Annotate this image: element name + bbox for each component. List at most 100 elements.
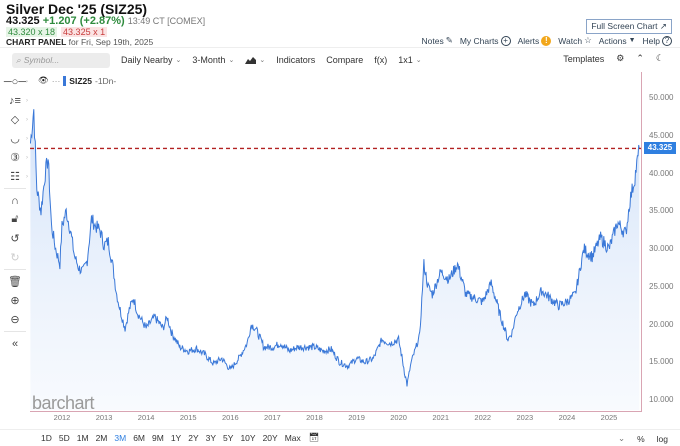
my-charts-link[interactable]: My Charts + bbox=[460, 35, 511, 46]
lock-tool[interactable]: 🔓︎ bbox=[0, 210, 30, 229]
more-dots-icon[interactable]: ··· bbox=[51, 75, 61, 86]
range-button-20y[interactable]: 20Y bbox=[262, 432, 278, 443]
trash-icon: 🗑︎ bbox=[8, 276, 22, 288]
help-label: Help bbox=[642, 35, 660, 46]
header-divider bbox=[0, 47, 680, 48]
period-dropdown[interactable]: 3-Month ⌄ bbox=[192, 55, 234, 65]
bid-value: 43.320 x 18 bbox=[6, 27, 58, 37]
dark-mode-moon-icon[interactable]: ☾ bbox=[655, 53, 664, 63]
symbol-search-input[interactable]: ⌕ Symbol... bbox=[12, 52, 110, 68]
edit-note-icon: ✎ bbox=[445, 35, 453, 45]
range-button-5y[interactable]: 5Y bbox=[223, 432, 234, 443]
y-axis[interactable]: 50.000 45.000 40.000 35.000 30.000 25.000 20.0… bbox=[643, 72, 680, 412]
curve-tool[interactable]: ◡ › bbox=[10, 133, 28, 145]
y-tick-label: 25.000 bbox=[649, 281, 674, 291]
y-tick-label: 10.000 bbox=[649, 395, 674, 404]
search-placeholder: Symbol... bbox=[23, 55, 60, 65]
range-button-3y[interactable]: 3Y bbox=[205, 432, 217, 443]
series-color-swatch bbox=[63, 75, 67, 86]
range-button-10y[interactable]: 10Y bbox=[240, 432, 256, 443]
shapes-tool[interactable]: ◇ › bbox=[10, 114, 28, 126]
panel-title: CHART PANEL bbox=[6, 37, 67, 47]
fx-button[interactable]: f(x) bbox=[374, 55, 388, 65]
indicators-button[interactable]: Indicators bbox=[276, 55, 316, 65]
crosshair-icon: ─○─ bbox=[3, 75, 27, 88]
text-tool[interactable]: ♪≡ › bbox=[9, 94, 28, 107]
actions-menu[interactable]: Actions ▼ bbox=[599, 36, 636, 46]
bid-ask: 43.320 x 18 43.325 x 1 bbox=[6, 27, 108, 37]
collapse-up-icon[interactable]: ⌃ bbox=[636, 53, 644, 63]
alerts-link[interactable]: Alerts ! bbox=[518, 35, 552, 46]
chevron-down-icon: ⌄ bbox=[175, 57, 182, 64]
range-button-3m[interactable]: 3M bbox=[114, 432, 127, 443]
shapes-icon: ◇ bbox=[10, 114, 20, 126]
range-button-2m[interactable]: 2M bbox=[95, 432, 108, 443]
y-tick-label: 35.000 bbox=[649, 206, 674, 216]
zoom-out-button[interactable]: ⊖ bbox=[0, 310, 30, 329]
x-tick-label: 2020 bbox=[390, 413, 407, 422]
plus-circle-icon: + bbox=[500, 35, 511, 46]
lock-icon: 🔓︎ bbox=[11, 213, 19, 225]
chevron-down-icon: ⌄ bbox=[259, 57, 266, 64]
measure-tool[interactable]: ☷ › bbox=[10, 171, 28, 183]
y-tick-label: 50.000 bbox=[649, 93, 674, 102]
help-link[interactable]: Help ? bbox=[642, 35, 672, 46]
contract-dropdown[interactable]: Daily Nearby ⌄ bbox=[121, 55, 181, 65]
magnet-tool[interactable]: ∩ bbox=[0, 191, 30, 210]
range-button-1m[interactable]: 1M bbox=[76, 432, 89, 443]
marker-tool[interactable]: ③ › bbox=[10, 152, 28, 164]
notes-label: Notes bbox=[421, 35, 444, 46]
price-chart[interactable] bbox=[30, 72, 642, 412]
ask-value: 43.325 x 1 bbox=[61, 27, 108, 37]
range-button-9m[interactable]: 9M bbox=[152, 432, 164, 443]
chart-legend[interactable]: 👁︎ ··· SIZ25 -1Dn- bbox=[38, 75, 116, 86]
range-button-5d[interactable]: 5D bbox=[58, 432, 70, 443]
templates-button[interactable]: Templates bbox=[563, 53, 605, 64]
range-button-max[interactable]: Max bbox=[284, 432, 301, 443]
percent-toggle[interactable]: % bbox=[637, 433, 645, 444]
watch-link[interactable]: Watch ☆ bbox=[558, 35, 591, 46]
alert-icon: ! bbox=[541, 35, 552, 46]
collapse-toolbar-button[interactable]: « bbox=[0, 334, 30, 353]
numbered-marker-icon: ③ bbox=[10, 152, 20, 164]
expand-down-icon[interactable]: ⌄ bbox=[617, 433, 626, 443]
drawing-toolbar: ─○─ › ♪≡ › ◇ › ◡ › ③ › ☷ › ∩ 🔓︎ ↺ ↻ 🗑︎ ⊕ ⊖ « bbox=[0, 72, 30, 353]
log-toggle[interactable]: log bbox=[656, 433, 668, 444]
legend-suffix: -1Dn- bbox=[94, 75, 117, 86]
x-tick-label: 2012 bbox=[53, 413, 71, 422]
zoom-in-button[interactable]: ⊕ bbox=[0, 291, 30, 310]
compare-button[interactable]: Compare bbox=[326, 55, 364, 65]
quote-line: 43.325 +1.207 (+2.87%) 13:49 CT [COMEX] bbox=[6, 15, 205, 27]
zoom-out-icon: ⊖ bbox=[10, 314, 20, 326]
range-bar: 1D 5D 1M 2M 3M 6M 9M 1Y 2Y 3Y 5Y 10Y 20Y Max 📅︎ ⌄ % l… bbox=[0, 429, 680, 445]
layout-dropdown[interactable]: 1x1 ⌄ bbox=[398, 55, 421, 65]
star-icon: ☆ bbox=[584, 35, 592, 45]
delete-drawings-button[interactable]: 🗑︎ bbox=[0, 272, 30, 291]
settings-gear-icon[interactable]: ⚙ bbox=[616, 53, 625, 63]
undo-icon: ↺ bbox=[10, 233, 20, 245]
redo-button[interactable]: ↻ bbox=[0, 248, 30, 267]
crosshair-tool[interactable]: ─○─ › bbox=[3, 75, 28, 88]
full-screen-label: Full Screen Chart bbox=[591, 21, 658, 31]
contract-label: Daily Nearby bbox=[121, 55, 173, 65]
collapse-icon: « bbox=[11, 337, 19, 350]
range-button-1y[interactable]: 1Y bbox=[170, 432, 182, 443]
x-tick-label: 2023 bbox=[516, 413, 534, 422]
full-screen-chart-button[interactable]: Full Screen Chart ↗ bbox=[586, 19, 672, 34]
eye-icon[interactable]: 👁︎ bbox=[38, 75, 49, 85]
legend-symbol: SIZ25 bbox=[69, 75, 92, 86]
calendar-icon[interactable]: 📅︎ bbox=[308, 432, 320, 442]
undo-button[interactable]: ↺ bbox=[0, 229, 30, 248]
range-button-6m[interactable]: 6M bbox=[133, 432, 145, 443]
quote-time: 13:49 CT [COMEX] bbox=[127, 16, 206, 26]
range-button-2y[interactable]: 2Y bbox=[188, 432, 199, 443]
last-price-tag: 43.325 bbox=[644, 142, 676, 154]
chart-type-dropdown[interactable]: ⌄ bbox=[245, 56, 265, 64]
curve-icon: ◡ bbox=[10, 133, 20, 145]
x-tick-label: 2018 bbox=[306, 413, 323, 422]
y-tick-label: 45.000 bbox=[649, 130, 674, 140]
notes-link[interactable]: Notes ✎ bbox=[421, 35, 452, 46]
last-price: 43.325 bbox=[6, 15, 40, 27]
x-axis[interactable]: 2012 2013 2014 2015 2016 2017 2018 2019 2020 2021… bbox=[30, 412, 642, 424]
range-button-1d[interactable]: 1D bbox=[41, 432, 52, 443]
